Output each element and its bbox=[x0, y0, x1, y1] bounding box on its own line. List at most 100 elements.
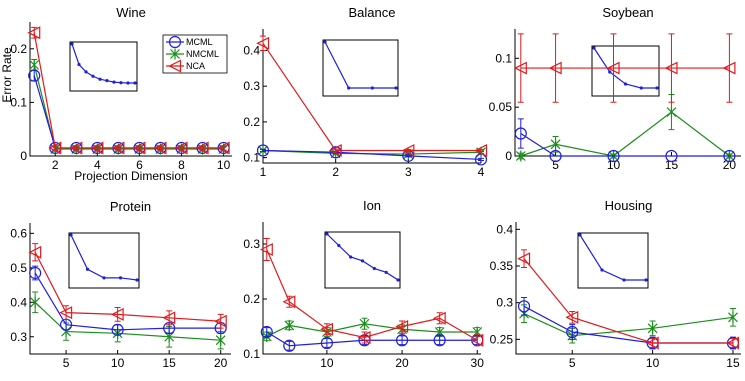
error-bar bbox=[323, 323, 330, 336]
nmcml-marker bbox=[284, 319, 295, 331]
series-line bbox=[523, 313, 734, 337]
nca-marker bbox=[606, 61, 620, 75]
nca-marker bbox=[28, 245, 42, 259]
series-nca bbox=[27, 26, 230, 155]
inset-point bbox=[396, 278, 400, 282]
mcml-marker bbox=[256, 144, 270, 157]
inset-point bbox=[608, 70, 612, 74]
inset-point bbox=[370, 86, 374, 90]
error-bar bbox=[474, 334, 481, 347]
nca-marker bbox=[401, 144, 415, 157]
y-tick-label: 0.1 bbox=[10, 95, 27, 109]
inset-point bbox=[91, 74, 95, 78]
nmcml-marker bbox=[728, 311, 738, 323]
nca-marker bbox=[110, 307, 124, 321]
series-nca bbox=[256, 35, 488, 157]
nca-marker bbox=[111, 141, 125, 155]
y-tick-label: 0.1 bbox=[243, 347, 260, 361]
inset-point bbox=[119, 81, 123, 85]
nmcml-marker bbox=[215, 334, 226, 346]
mcml-marker bbox=[28, 69, 41, 82]
inset-point bbox=[112, 80, 116, 84]
error-bar bbox=[436, 335, 443, 346]
series-mcml bbox=[256, 144, 488, 166]
y-tick-label: 0.4 bbox=[496, 222, 513, 236]
error-bar bbox=[569, 324, 576, 340]
axes-frame bbox=[29, 223, 231, 355]
x-tick-label: 1 bbox=[260, 165, 267, 179]
x-tick-label: 15 bbox=[162, 356, 176, 370]
nca-marker bbox=[357, 331, 371, 344]
mcml-marker bbox=[433, 334, 446, 347]
error-bar bbox=[31, 26, 38, 39]
nca-marker bbox=[517, 252, 531, 266]
error-bar bbox=[166, 310, 173, 326]
inset-point bbox=[394, 86, 398, 90]
panel-soybean: Soybean 5 10 15 20 0 0.05 0.1 bbox=[489, 5, 741, 172]
series-line bbox=[520, 133, 730, 157]
x-tick-label: 3 bbox=[405, 165, 412, 179]
inset-point bbox=[325, 232, 329, 236]
x-tick-label: 6 bbox=[136, 158, 143, 172]
error-bar bbox=[263, 327, 270, 337]
legend-label-mcml: MCML bbox=[186, 37, 213, 47]
inset-line bbox=[324, 41, 396, 89]
x-tick-label: 10 bbox=[111, 356, 125, 370]
mcml-marker bbox=[283, 339, 296, 352]
series-nca bbox=[28, 243, 227, 329]
x-axis-label: Projection Dimension bbox=[74, 169, 187, 183]
series-nmcml bbox=[261, 317, 483, 342]
y-tick-label: 0.3 bbox=[243, 237, 260, 251]
x-tick-label: 2 bbox=[52, 158, 59, 172]
nca-marker bbox=[432, 311, 446, 325]
error-bar bbox=[63, 305, 70, 321]
mcml-marker bbox=[607, 149, 620, 163]
nca-marker bbox=[470, 333, 484, 347]
inset-point bbox=[102, 276, 106, 280]
series-nca bbox=[517, 249, 740, 350]
error-bar bbox=[436, 312, 443, 325]
error-bar bbox=[552, 33, 559, 103]
y-tick-label: 0.3 bbox=[243, 79, 260, 93]
nmcml-marker bbox=[666, 106, 677, 118]
legend-label-nmcml: NMCML bbox=[186, 49, 219, 59]
inset-point bbox=[360, 259, 365, 263]
series-line bbox=[523, 258, 733, 344]
nca-marker bbox=[395, 320, 409, 333]
inset-point bbox=[347, 86, 351, 90]
inset-box bbox=[577, 232, 649, 289]
y-tick-label: 0.3 bbox=[10, 330, 27, 344]
inset-point bbox=[105, 79, 109, 83]
legend: MCML NMCML NCA bbox=[162, 34, 228, 74]
error-bar bbox=[361, 331, 368, 344]
mcml-marker bbox=[260, 325, 273, 339]
series-line bbox=[33, 32, 224, 149]
mcml-marker bbox=[549, 149, 562, 163]
y-tick-label: 0.4 bbox=[243, 43, 260, 57]
x-tick-label: 10 bbox=[607, 158, 621, 172]
inset-point bbox=[323, 40, 327, 44]
nca-marker bbox=[282, 295, 296, 309]
nca-marker bbox=[259, 243, 273, 256]
nmcml-marker bbox=[647, 322, 658, 334]
inset-point bbox=[372, 266, 376, 271]
nca-marker bbox=[27, 26, 41, 40]
inset-point bbox=[118, 276, 123, 280]
x-tick-label: 4 bbox=[94, 158, 101, 172]
nmcml-marker bbox=[550, 138, 561, 150]
inset-point bbox=[77, 62, 81, 67]
mcml-marker bbox=[320, 336, 333, 350]
inset-point bbox=[623, 82, 628, 86]
inset-box bbox=[68, 232, 140, 289]
series-nmcml bbox=[519, 304, 738, 344]
mcml-marker bbox=[514, 127, 527, 140]
series-line bbox=[262, 149, 482, 161]
x-tick-label: 10 bbox=[217, 158, 231, 172]
nca-marker bbox=[153, 141, 167, 155]
y-tick-label: 0.35 bbox=[490, 259, 514, 273]
nmcml-marker bbox=[515, 150, 526, 162]
nca-marker bbox=[213, 314, 227, 328]
nca-marker bbox=[69, 141, 83, 155]
error-bar bbox=[263, 238, 270, 261]
mcml-marker bbox=[566, 325, 579, 339]
